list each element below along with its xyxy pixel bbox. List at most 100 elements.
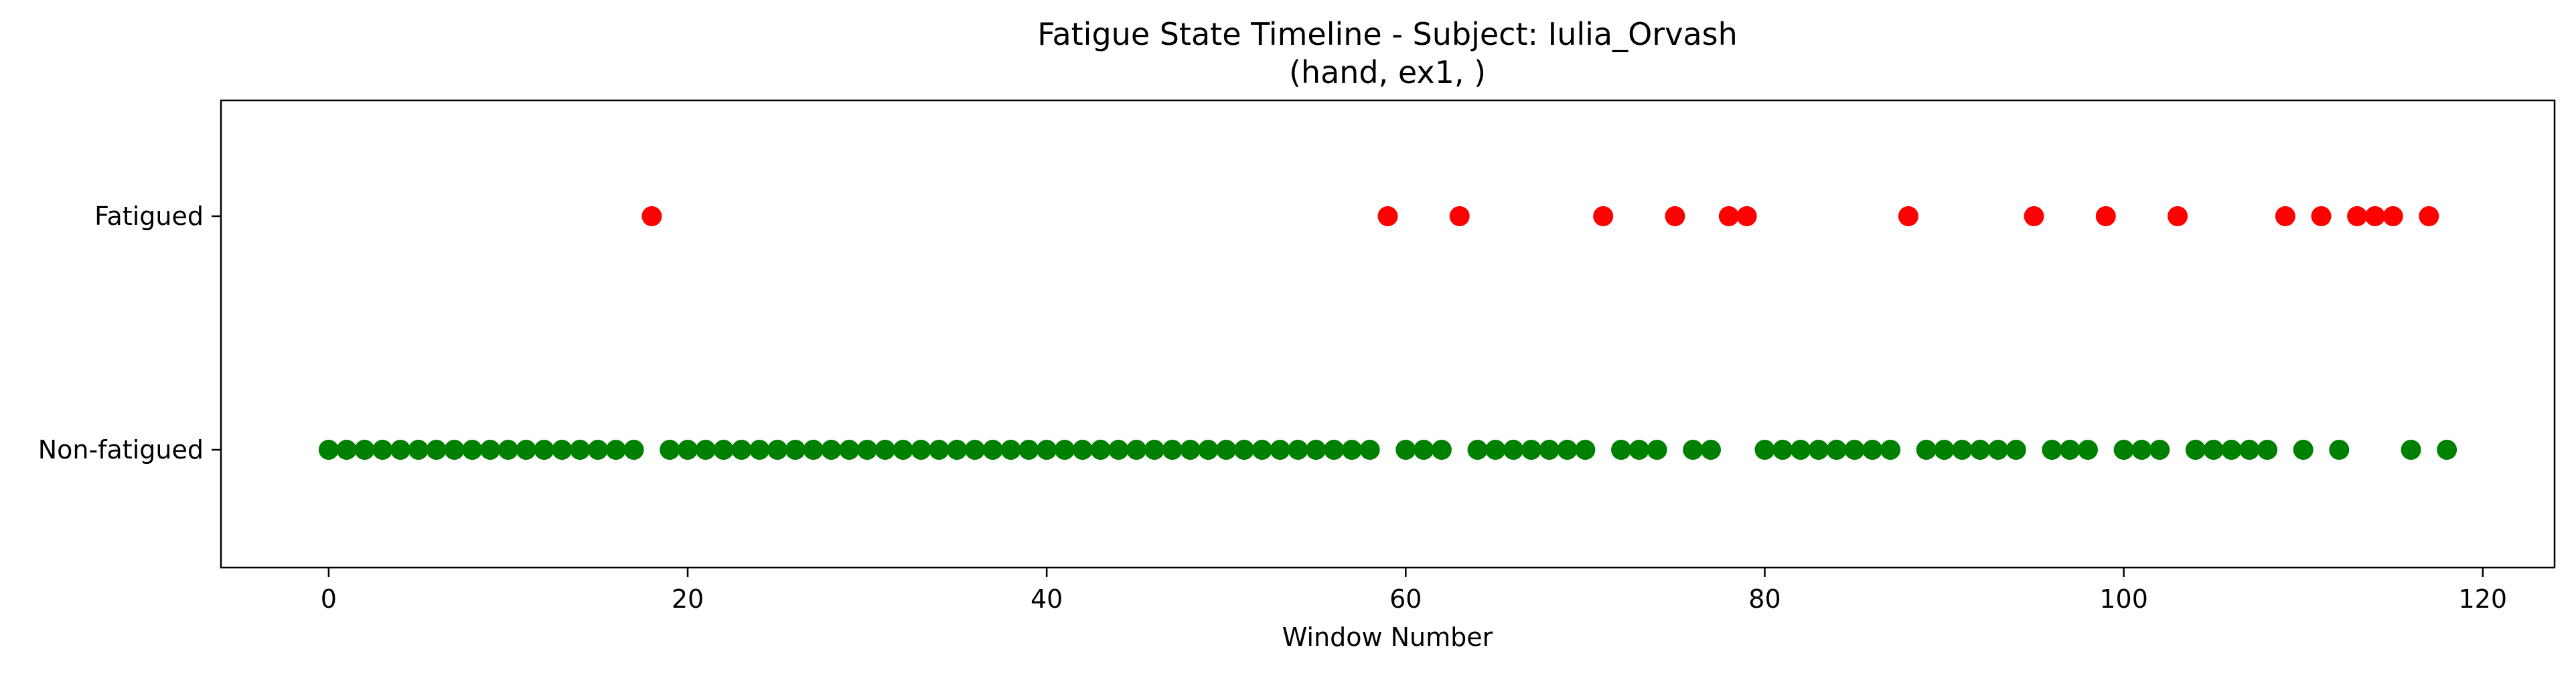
- non-fatigued-point: [587, 440, 608, 460]
- fatigued-point: [2364, 206, 2385, 226]
- non-fatigued-point: [695, 440, 716, 460]
- non-fatigued-point: [462, 440, 483, 460]
- x-tick-label: 0: [321, 584, 337, 614]
- non-fatigued-point: [336, 440, 357, 460]
- non-fatigued-point: [1916, 440, 1937, 460]
- non-fatigued-point: [426, 440, 447, 460]
- non-fatigued-point: [1180, 440, 1201, 460]
- non-fatigued-point: [1467, 440, 1488, 460]
- non-fatigued-point: [2005, 440, 2026, 460]
- non-fatigued-point: [2113, 440, 2134, 460]
- non-fatigued-point: [2221, 440, 2242, 460]
- non-fatigued-point: [2185, 440, 2206, 460]
- non-fatigued-point: [911, 440, 931, 460]
- non-fatigued-point: [1539, 440, 1560, 460]
- non-fatigued-point: [803, 440, 824, 460]
- non-fatigued-point: [2257, 440, 2278, 460]
- fatigued-point: [1718, 206, 1739, 226]
- non-fatigued-point: [2060, 440, 2080, 460]
- non-fatigued-point: [1772, 440, 1793, 460]
- x-tick-label: 20: [672, 584, 704, 614]
- non-fatigued-point: [1557, 440, 1578, 460]
- non-fatigued-point: [1324, 440, 1345, 460]
- non-fatigued-point: [1844, 440, 1865, 460]
- non-fatigued-point: [1000, 440, 1021, 460]
- non-fatigued-point: [1072, 440, 1093, 460]
- non-fatigued-point: [1216, 440, 1237, 460]
- chart-title: Fatigue State Timeline - Subject: Iulia_…: [1037, 16, 1738, 52]
- non-fatigued-point: [1970, 440, 1991, 460]
- non-fatigued-point: [372, 440, 393, 460]
- non-fatigued-point: [1270, 440, 1290, 460]
- non-fatigued-point: [2149, 440, 2170, 460]
- non-fatigued-point: [1108, 440, 1129, 460]
- fatigued-point: [2095, 206, 2116, 226]
- non-fatigued-point: [2131, 440, 2152, 460]
- plot-area: 0 20 40 60 80 100 120 Non-fatigued Fatigued: [38, 99, 2556, 614]
- y-tick-label: Fatigued: [94, 201, 204, 231]
- fatigued-point: [2024, 206, 2044, 226]
- non-fatigued-point: [390, 440, 411, 460]
- non-fatigued-point: [1952, 440, 1973, 460]
- non-fatigued-point: [408, 440, 429, 460]
- non-fatigued-point: [1701, 440, 1722, 460]
- non-fatigued-point: [1826, 440, 1847, 460]
- non-fatigued-point: [1934, 440, 1955, 460]
- non-fatigued-point: [2401, 440, 2421, 460]
- non-fatigued-point: [1144, 440, 1164, 460]
- non-fatigued-point: [749, 440, 770, 460]
- non-fatigued-point: [480, 440, 501, 460]
- non-fatigued-point: [1791, 440, 1811, 460]
- non-fatigued-point: [678, 440, 698, 460]
- non-fatigued-point: [785, 440, 806, 460]
- non-fatigued-point: [1054, 440, 1075, 460]
- x-tick-label: 40: [1031, 584, 1063, 614]
- non-fatigued-point: [1252, 440, 1272, 460]
- non-fatigued-point: [1198, 440, 1219, 460]
- non-fatigued-point: [839, 440, 860, 460]
- x-axis-label: Window Number: [1282, 622, 1493, 652]
- fatigued-point: [1898, 206, 1918, 226]
- fatigued-point: [2311, 206, 2332, 226]
- non-fatigued-point: [1880, 440, 1901, 460]
- non-fatigued-point: [1485, 440, 1506, 460]
- non-fatigued-point: [1503, 440, 1524, 460]
- fatigued-point: [2419, 206, 2439, 226]
- non-fatigued-point: [1162, 440, 1183, 460]
- x-tick-label: 60: [1389, 584, 1422, 614]
- non-fatigued-point: [1575, 440, 1596, 460]
- non-fatigued-point: [516, 440, 536, 460]
- non-fatigued-point: [929, 440, 950, 460]
- non-fatigued-point: [713, 440, 734, 460]
- non-fatigued-point: [1521, 440, 1541, 460]
- non-fatigued-point: [2239, 440, 2260, 460]
- fatigued-point: [1736, 206, 1757, 226]
- chart-subtitle: (hand, ex1, ): [1289, 54, 1486, 90]
- non-fatigued-point: [318, 440, 339, 460]
- non-fatigued-point: [660, 440, 680, 460]
- non-fatigued-point: [1628, 440, 1649, 460]
- non-fatigued-point: [1414, 440, 1434, 460]
- y-tick-label: Non-fatigued: [38, 435, 204, 465]
- x-tick-label: 100: [2099, 584, 2148, 614]
- non-fatigued-point: [1359, 440, 1380, 460]
- fatigued-point: [2347, 206, 2368, 226]
- fatigued-point: [2275, 206, 2295, 226]
- x-tick-label: 80: [1748, 584, 1781, 614]
- fatigued-point: [1665, 206, 1685, 226]
- non-fatigued-point: [1288, 440, 1308, 460]
- non-fatigued-point: [821, 440, 842, 460]
- non-fatigued-point: [1808, 440, 1829, 460]
- non-fatigued-point: [570, 440, 591, 460]
- fatigued-point: [641, 206, 662, 226]
- non-fatigued-point: [2437, 440, 2457, 460]
- non-fatigued-point: [767, 440, 788, 460]
- non-fatigued-point: [1395, 440, 1416, 460]
- x-tick-label: 120: [2459, 584, 2508, 614]
- non-fatigued-point: [1126, 440, 1147, 460]
- fatigued-point: [1377, 206, 1398, 226]
- non-fatigued-point: [875, 440, 895, 460]
- non-fatigued-point: [2293, 440, 2314, 460]
